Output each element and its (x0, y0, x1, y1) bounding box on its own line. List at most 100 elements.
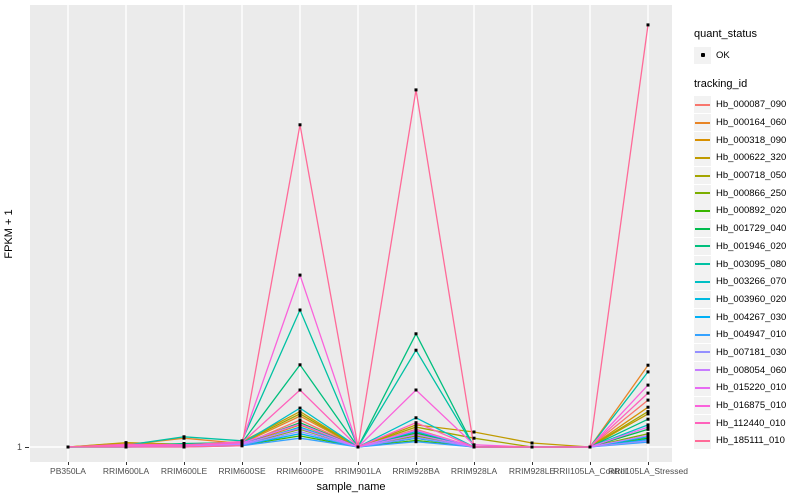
legend-line-key (694, 255, 711, 273)
x-tick-label-RRIM928BA: RRIM928BA (392, 466, 440, 476)
legend: quant_status OK tracking_id Hb_000087_09… (694, 28, 800, 450)
legend-line-key (694, 202, 711, 220)
legend-item-label: Hb_000318_090 (716, 134, 787, 146)
data-point (414, 88, 418, 92)
series-color-swatch-icon (695, 369, 710, 372)
data-point (298, 406, 302, 410)
legend-line-key (694, 343, 711, 361)
series-color-swatch-icon (695, 192, 710, 195)
legend-item-Hb_185111_010: Hb_185111_010 (694, 432, 800, 450)
x-tick-mark (183, 462, 185, 465)
legend-line-key (694, 397, 711, 415)
data-point (588, 445, 592, 449)
data-point (298, 410, 302, 414)
data-point (298, 436, 302, 440)
data-point (646, 383, 650, 387)
x-tick-labels: PB350LA RRIM600LA RRIM600LE RRIM600SE RRIM60… (0, 466, 800, 478)
x-tick-mark (531, 462, 533, 465)
data-point (414, 421, 418, 425)
legend-quant-status-title: quant_status (694, 28, 757, 40)
legend-line-key (694, 114, 711, 132)
x-tick-label-RRIM901LA: RRIM901LA (334, 466, 382, 476)
data-point (414, 428, 418, 432)
data-point (298, 432, 302, 436)
legend-item-Hb_000087_090: Hb_000087_090 (694, 96, 800, 114)
legend-line-key (694, 414, 711, 432)
data-point (298, 422, 302, 426)
x-tick-mark (589, 462, 591, 465)
legend-item-label: Hb_003960_020 (716, 293, 787, 305)
data-point (414, 433, 418, 437)
legend-item-Hb_001946_020: Hb_001946_020 (694, 237, 800, 256)
legend-item-Hb_007181_030: Hb_007181_030 (694, 343, 800, 362)
data-point (298, 434, 302, 438)
legend-line-key (694, 184, 711, 202)
data-point (472, 445, 476, 449)
legend-item-Hb_000892_020: Hb_000892_020 (694, 202, 800, 220)
data-point (646, 434, 650, 437)
data-point (646, 425, 650, 429)
data-point (472, 443, 476, 447)
data-point (124, 442, 128, 446)
legend-line-key (694, 237, 711, 255)
legend-tracking-id-title: tracking_id (694, 78, 748, 90)
x-tick-mark (299, 462, 301, 465)
legend-item-Hb_000318_090: Hb_000318_090 (694, 131, 800, 149)
x-tick-mark (67, 462, 69, 465)
series-color-swatch-icon (695, 139, 710, 142)
legend-item-Hb_112440_010: Hb_112440_010 (694, 414, 800, 432)
legend-item-Hb_004267_030: Hb_004267_030 (694, 308, 800, 326)
legend-line-key (694, 432, 711, 450)
data-point (414, 425, 418, 429)
y-tick-label: 1 (16, 442, 22, 452)
legend-item-label: OK (716, 49, 730, 61)
series-color-swatch-icon (695, 174, 710, 177)
black-square-point-icon (700, 53, 705, 57)
series-color-swatch-icon (695, 351, 710, 354)
x-tick-mark (415, 462, 417, 465)
legend-item-label: Hb_001729_040 (716, 223, 787, 235)
series-color-swatch-icon (695, 121, 710, 124)
data-point (298, 273, 302, 277)
legend-item-label: Hb_000892_020 (716, 205, 787, 217)
legend-line-key (694, 167, 711, 185)
data-point (646, 410, 650, 414)
x-axis-title: sample_name (316, 481, 386, 493)
data-point (646, 427, 650, 431)
legend-item-Hb_015220_010: Hb_015220_010 (694, 379, 800, 397)
x-tick-marks (0, 462, 800, 466)
y-axis-title: FPKM + 1 (3, 209, 15, 259)
legend-item-label: Hb_000718_050 (716, 170, 787, 182)
legend-line-key (694, 326, 711, 344)
legend-item-label: Hb_185111_010 (716, 435, 785, 447)
series-color-swatch-icon (695, 439, 710, 442)
legend-item-Hb_003266_070: Hb_003266_070 (694, 273, 800, 291)
data-point (646, 423, 650, 427)
x-tick-label-RRIM600LA: RRIM600LA (102, 466, 150, 476)
data-point (646, 432, 650, 436)
x-tick-label-RRIM928LE: RRIM928LE (508, 466, 556, 476)
data-point (66, 445, 70, 449)
legend-item-label: Hb_112440_010 (716, 417, 786, 429)
legend-line-key (694, 131, 711, 149)
x-tick-label-RRII105LA_Stressed: RRII105LA_Stressed (608, 466, 688, 476)
legend-line-key (694, 220, 711, 238)
legend-item-label: Hb_001946_020 (716, 240, 787, 252)
data-point (646, 405, 650, 409)
legend-item-label: Hb_004947_010 (716, 329, 787, 341)
legend-item-label: Hb_000164_060 (716, 117, 787, 129)
x-tick-label-RRIM600PE: RRIM600PE (276, 466, 324, 476)
legend-item-label: Hb_004267_030 (716, 311, 787, 323)
plot-panel (30, 5, 672, 462)
series-color-swatch-icon (695, 298, 710, 301)
series-color-swatch-icon (695, 263, 710, 266)
data-point (240, 441, 244, 445)
legend-line-key (694, 96, 711, 114)
legend-item-ok: OK (694, 46, 800, 64)
x-tick-mark (125, 462, 127, 465)
data-point (646, 417, 650, 421)
data-point (472, 436, 476, 440)
legend-item-label: Hb_016875_010 (716, 400, 787, 412)
data-point (298, 363, 302, 367)
series-color-swatch-icon (695, 156, 710, 159)
